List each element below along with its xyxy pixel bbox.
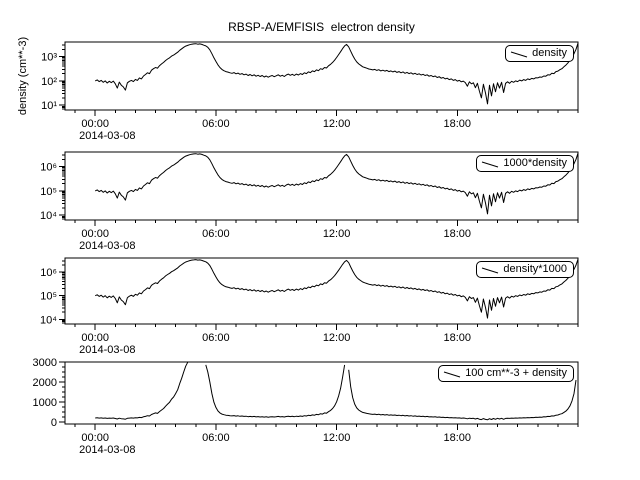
x-tick-label: 06:00 [202,228,230,240]
legend-label: 1000*density [503,157,567,169]
x-tick-label: 00:00 [81,432,109,444]
x-axis-date-label: 2014-03-08 [79,344,135,356]
panel-density-plus-100: 0 1000 2000 3000 00:00 06:00 12:00 18:00 2014-03… [33,357,579,456]
trace-density-times-1000-a [94,153,579,215]
x-tick-label: 12:00 [323,118,351,130]
panel-density-plus-100-axes[interactable] [59,361,579,430]
trace-density-plus-100 [205,364,346,418]
y-axis-label: density (cm**-3) [17,36,29,116]
panel-density-times-1000-b: 10⁴ 10⁵ 10⁶ 00:00 06:00 12:00 18:00 2014-03-08 [40,257,579,356]
panel-density-axes[interactable] [59,41,579,116]
x-tick-label: 00:00 [81,228,109,240]
x-tick-label: 18:00 [444,228,472,240]
y-tick-label: 0 [51,417,57,429]
legend-density[interactable]: density [505,45,574,62]
x-tick-label: 00:00 [81,332,109,344]
trace-density-plus-100 [95,362,189,420]
panel-density-box[interactable] [64,41,579,111]
panel-density: 10¹ 10² 10³ 00:00 06:00 12:00 18:00 2014-03-08 [41,41,579,142]
panel-density-times-1000-a-axes[interactable] [59,151,579,226]
x-tick-label: 12:00 [323,332,351,344]
x-tick-label: 12:00 [323,432,351,444]
line-sample-icon [444,371,461,377]
chart-title: RBSP-A/EMFISIS electron density [228,20,415,34]
trace-density [94,43,579,105]
panel-density-plus-100-box[interactable] [64,361,579,425]
y-tick-label: 3000 [33,357,57,369]
y-tick-label: 10⁶ [40,267,57,279]
panel-density-times-1000-b-axes[interactable] [59,257,579,330]
legend-label: 100 cm**-3 + density [465,367,567,379]
x-tick-label: 06:00 [202,332,230,344]
x-axis-date-label: 2014-03-08 [79,130,135,142]
legend-1000x-density[interactable]: 1000*density [476,155,574,172]
x-axis-date-label: 2014-03-08 [79,444,135,456]
panel-density-times-1000-b-box[interactable] [64,257,579,325]
y-tick-label: 1000 [33,397,57,409]
trace-density-plus-100 [348,369,577,421]
legend-label: density [532,47,567,59]
trace-density-times-1000-b [94,259,579,319]
x-tick-label: 18:00 [444,332,472,344]
panel-density-times-1000-a: 10⁴ 10⁵ 10⁶ 00:00 06:00 12:00 18:00 2014-03-08 [40,151,579,252]
line-sample-icon [482,161,499,167]
legend-density-x1000[interactable]: density*1000 [476,261,574,278]
y-tick-label: 2000 [33,377,57,389]
line-sample-icon [482,267,499,273]
y-tick-label: 10⁵ [40,291,57,303]
x-axis-date-label: 2014-03-08 [79,240,135,252]
y-tick-label: 10⁶ [40,162,57,174]
x-tick-label: 18:00 [444,118,472,130]
x-tick-label: 00:00 [81,118,109,130]
y-tick-label: 10⁵ [40,186,57,198]
legend-100-plus-density[interactable]: 100 cm**-3 + density [438,365,574,382]
panel-density-times-1000-a-box[interactable] [64,151,579,221]
y-tick-label: 10¹ [41,100,57,112]
y-tick-label: 10⁴ [40,210,57,222]
y-tick-label: 10³ [41,52,57,64]
x-tick-label: 18:00 [444,432,472,444]
y-tick-label: 10² [41,76,57,88]
line-sample-icon [510,51,528,57]
legend-label: density*1000 [503,263,567,275]
x-tick-label: 06:00 [202,118,230,130]
x-tick-label: 06:00 [202,432,230,444]
y-tick-label: 10⁴ [40,314,57,326]
x-tick-label: 12:00 [323,228,351,240]
